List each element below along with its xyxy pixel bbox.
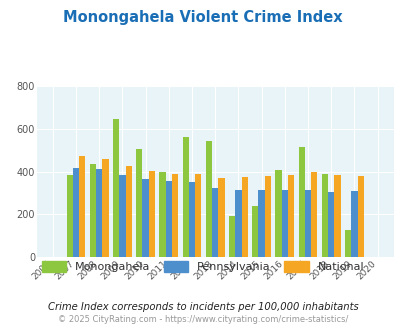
Legend: Monongahela, Pennsylvania, National: Monongahela, Pennsylvania, National <box>37 257 368 277</box>
Bar <box>350 191 357 257</box>
Bar <box>188 182 195 257</box>
Bar <box>136 149 142 257</box>
Bar <box>195 174 201 257</box>
Text: © 2025 CityRating.com - https://www.cityrating.com/crime-statistics/: © 2025 CityRating.com - https://www.city… <box>58 315 347 324</box>
Bar <box>228 215 234 257</box>
Bar <box>142 179 148 257</box>
Bar <box>66 175 72 257</box>
Bar <box>281 190 287 257</box>
Bar <box>241 177 247 257</box>
Bar <box>258 190 264 257</box>
Bar <box>321 174 327 257</box>
Bar <box>205 141 211 257</box>
Bar <box>102 159 108 257</box>
Bar <box>171 174 178 257</box>
Bar <box>165 181 171 257</box>
Bar <box>218 179 224 257</box>
Bar <box>275 170 281 257</box>
Bar <box>287 175 294 257</box>
Bar <box>182 137 188 257</box>
Bar <box>234 190 241 257</box>
Bar <box>211 188 218 257</box>
Bar <box>264 176 270 257</box>
Bar <box>298 147 304 257</box>
Bar <box>357 176 363 257</box>
Bar <box>96 169 102 257</box>
Bar <box>327 192 333 257</box>
Bar <box>333 175 340 257</box>
Bar <box>79 155 85 257</box>
Bar <box>125 166 132 257</box>
Bar <box>119 176 125 257</box>
Bar <box>90 164 96 257</box>
Bar <box>252 206 258 257</box>
Text: Crime Index corresponds to incidents per 100,000 inhabitants: Crime Index corresponds to incidents per… <box>47 302 358 312</box>
Text: Monongahela Violent Crime Index: Monongahela Violent Crime Index <box>63 10 342 25</box>
Bar <box>344 230 350 257</box>
Bar <box>304 190 310 257</box>
Bar <box>159 172 165 257</box>
Bar <box>310 172 317 257</box>
Bar <box>72 168 79 257</box>
Bar <box>113 119 119 257</box>
Bar <box>148 171 155 257</box>
